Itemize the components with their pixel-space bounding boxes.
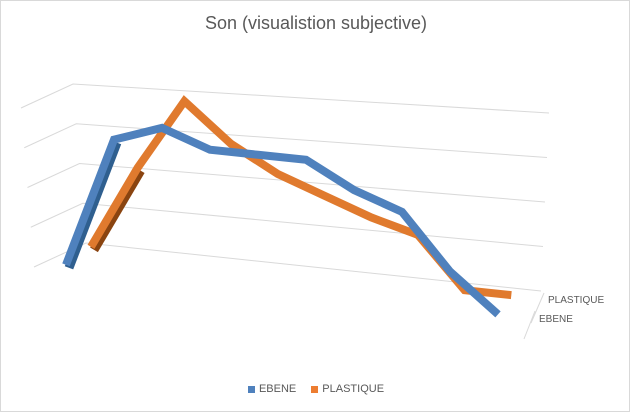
legend: EBENE PLASTIQUE <box>1 383 629 396</box>
depth-axis-tick <box>523 310 536 340</box>
legend-label: PLASTIQUE <box>322 383 385 395</box>
depth-axis: PLASTIQUE EBENE <box>523 292 604 340</box>
legend-label: EBENE <box>258 383 297 395</box>
legend-item-plastique: PLASTIQUE <box>311 383 384 395</box>
legend-swatch <box>311 385 319 393</box>
depth-label-plastique: PLASTIQUE <box>548 295 604 306</box>
gridline <box>20 83 550 114</box>
series-line-ebene <box>62 123 501 318</box>
gridlines <box>20 83 550 292</box>
legend-swatch <box>247 385 255 393</box>
gridline <box>24 123 548 158</box>
gridline <box>27 162 546 203</box>
legend-item-ebene: EBENE <box>247 383 297 395</box>
depth-label-ebene: EBENE <box>539 314 573 325</box>
chart-title: Son (visualistion subjective) <box>204 13 428 33</box>
series-lines <box>62 95 512 318</box>
gridline <box>30 202 544 247</box>
series-side-plastique <box>90 168 145 253</box>
gridline <box>33 242 542 292</box>
depth-axis-tick <box>530 292 545 324</box>
